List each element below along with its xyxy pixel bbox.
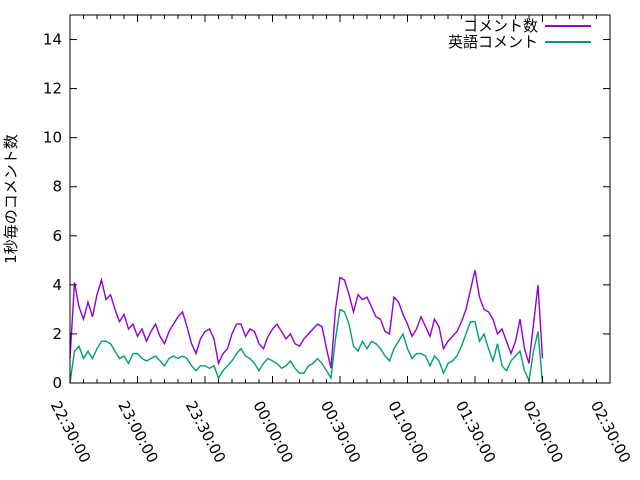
- series-line-comments: [69, 269, 544, 369]
- x-tick-label: 23:30:00: [182, 398, 230, 466]
- plot-border: [69, 14, 611, 384]
- y-tick-label: 14: [43, 31, 62, 49]
- y-tick-label: 10: [43, 129, 62, 147]
- y-tick-label: 6: [52, 227, 62, 245]
- legend-label-comments: コメント数: [463, 17, 538, 35]
- y-axis-label: 1秒毎のコメント数: [2, 134, 20, 264]
- y-tick-label: 0: [52, 374, 62, 392]
- x-tick-label: 00:30:00: [317, 398, 365, 466]
- series-line-english-comments: [69, 308, 544, 384]
- x-tick-label: 02:00:00: [519, 398, 567, 466]
- x-tick-label: 00:00:00: [249, 398, 297, 466]
- x-tick-label: 23:00:00: [114, 398, 162, 466]
- x-tick-label: 01:00:00: [384, 398, 432, 466]
- x-tick-label: 22:30:00: [47, 398, 95, 466]
- y-tick-label: 8: [52, 178, 62, 196]
- y-tick-label: 2: [52, 325, 62, 343]
- legend: コメント数 英語コメント: [448, 17, 591, 51]
- y-tick-label: 12: [43, 80, 62, 98]
- x-tick-label: 01:30:00: [452, 398, 500, 466]
- axis-ticks: 22:30:00 23:00:00 23:30:00 00:00:00 00:30:00…: [43, 15, 634, 466]
- x-tick-label: 02:30:00: [587, 398, 635, 466]
- legend-label-english-comments: 英語コメント: [448, 33, 538, 51]
- y-tick-label: 4: [52, 276, 62, 294]
